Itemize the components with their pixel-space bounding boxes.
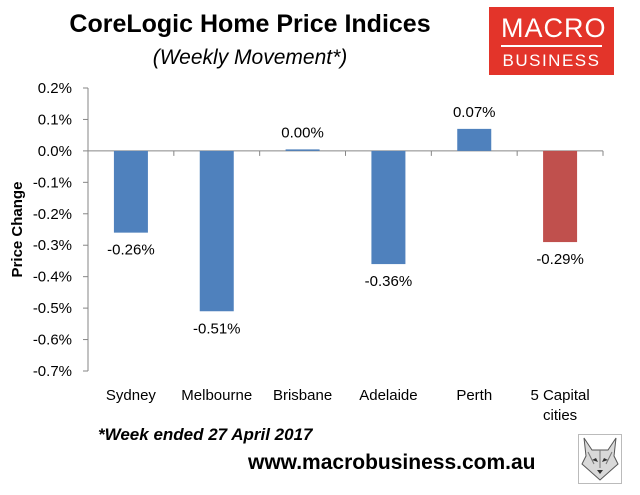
wolf-head-icon bbox=[578, 434, 622, 484]
x-category-label: Sydney bbox=[106, 387, 157, 404]
y-tick-label: -0.5% bbox=[33, 300, 72, 317]
x-category-label: Adelaide bbox=[359, 387, 417, 404]
data-label: -0.51% bbox=[193, 320, 241, 337]
chart-subtitle: (Weekly Movement*) bbox=[152, 46, 348, 69]
x-category-label: Brisbane bbox=[273, 387, 332, 404]
y-axis-title: Price Change bbox=[9, 182, 26, 278]
logo-line-2: BUSINESS bbox=[502, 51, 601, 70]
x-category-label: cities bbox=[543, 407, 577, 424]
bar bbox=[113, 150, 148, 233]
bar bbox=[371, 150, 406, 265]
chart-title: CoreLogic Home Price Indices bbox=[69, 10, 431, 38]
y-tick-label: -0.2% bbox=[33, 206, 72, 223]
y-tick-label: 0.1% bbox=[38, 111, 72, 128]
y-tick-label: 0.2% bbox=[38, 80, 72, 97]
x-category-label: Perth bbox=[456, 387, 492, 404]
y-tick-label: -0.6% bbox=[33, 332, 72, 349]
x-category-label: 5 Capital bbox=[530, 387, 589, 404]
x-category-label: Melbourne bbox=[181, 387, 252, 404]
y-tick-label: -0.1% bbox=[33, 174, 72, 191]
y-tick-label: -0.4% bbox=[33, 269, 72, 286]
data-label: -0.36% bbox=[365, 273, 413, 290]
macrobusiness-logo: MACRO BUSINESS bbox=[489, 7, 614, 75]
data-label: -0.29% bbox=[536, 251, 584, 268]
logo-line-1: MACRO bbox=[501, 13, 606, 47]
footnote: *Week ended 27 April 2017 bbox=[98, 425, 313, 444]
y-tick-label: -0.7% bbox=[33, 363, 72, 380]
y-tick-label: -0.3% bbox=[33, 237, 72, 254]
bar bbox=[199, 150, 234, 312]
data-label: 0.07% bbox=[453, 104, 496, 121]
data-label: 0.00% bbox=[281, 124, 324, 141]
website-url: www.macrobusiness.com.au bbox=[248, 451, 536, 474]
bar bbox=[543, 150, 578, 243]
bar bbox=[285, 149, 320, 151]
y-tick-label: 0.0% bbox=[38, 143, 72, 160]
data-label: -0.26% bbox=[107, 242, 155, 259]
bar bbox=[457, 128, 492, 151]
